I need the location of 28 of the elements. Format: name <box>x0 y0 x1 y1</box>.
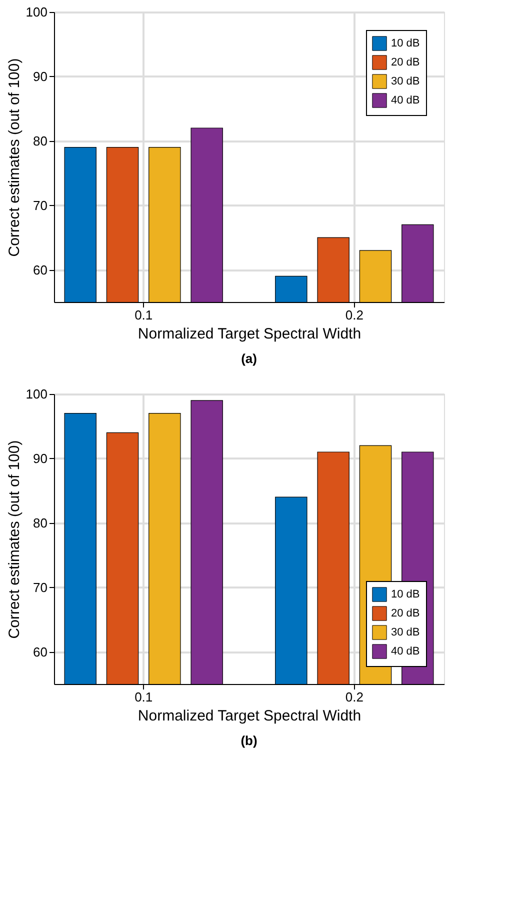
y-tick-label: 70 <box>33 580 48 595</box>
legend-label: 10 dB <box>391 588 420 600</box>
text: (a) <box>241 351 257 366</box>
x-tick-label: 0.2 <box>345 690 364 704</box>
x-axis-title: Normalized Target Spectral Width <box>138 708 362 724</box>
legend-label: 10 dB <box>391 38 420 50</box>
legend-label: 20 dB <box>391 56 420 68</box>
legend-label: 30 dB <box>391 76 420 88</box>
x-axis-title: Normalized Target Spectral Width <box>138 326 362 342</box>
legend-label: 30 dB <box>391 626 420 638</box>
y-axis-title: Correct estimates (out of 100) <box>6 58 23 257</box>
legend-label: 40 dB <box>391 94 420 106</box>
x-tick-label: 0.1 <box>134 690 153 704</box>
y-tick-label: 80 <box>33 133 48 148</box>
y-tick-label: 70 <box>33 198 48 213</box>
y-tick-label: 80 <box>33 515 48 530</box>
x-tick-label: 0.1 <box>134 308 153 322</box>
y-tick-label: 60 <box>33 262 48 278</box>
y-tick-label: 100 <box>26 4 48 20</box>
y-tick-label: 90 <box>33 68 48 84</box>
y-axis-title: Correct estimates (out of 100) <box>6 440 23 639</box>
y-tick-label: 100 <box>26 386 48 402</box>
legend-label: 20 dB <box>391 608 420 620</box>
y-tick-label: 60 <box>33 644 48 660</box>
text: (b) <box>240 733 258 748</box>
x-tick-label: 0.2 <box>345 308 364 322</box>
legend-label: 40 dB <box>391 646 420 658</box>
y-tick-label: 90 <box>33 450 48 466</box>
